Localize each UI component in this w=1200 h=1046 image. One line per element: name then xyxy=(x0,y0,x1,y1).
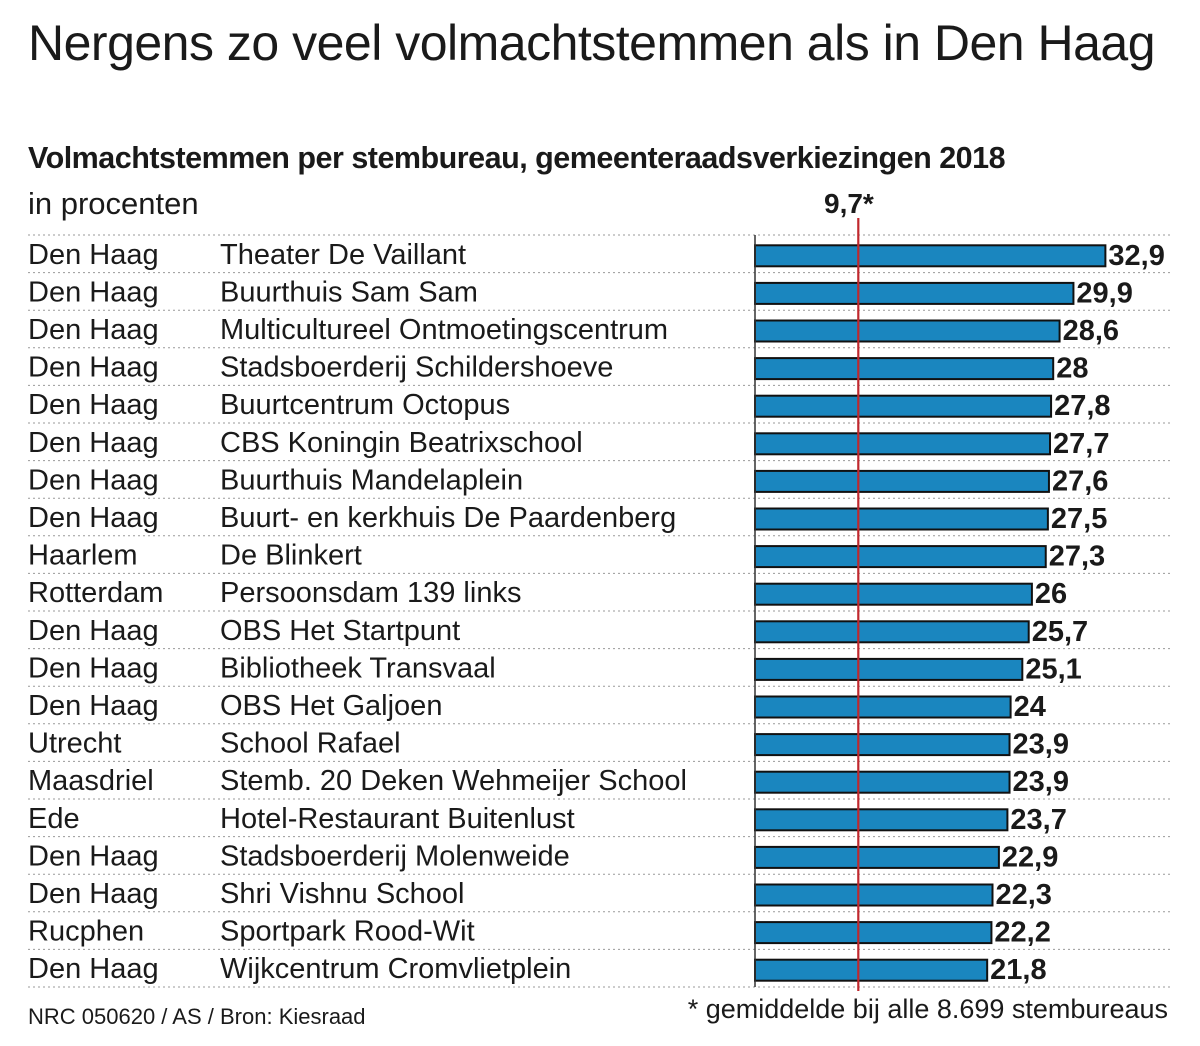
value-label: 29,9 xyxy=(1076,277,1132,309)
bar xyxy=(754,958,989,982)
city-label: Den Haag xyxy=(28,276,159,308)
value-label: 27,5 xyxy=(1051,503,1107,535)
value-label: 23,9 xyxy=(1013,729,1069,761)
city-label: Den Haag xyxy=(28,502,159,534)
bar xyxy=(754,281,1075,305)
value-label: 27,3 xyxy=(1049,541,1105,573)
location-label: CBS Koningin Beatrixschool xyxy=(220,427,583,459)
city-label: Den Haag xyxy=(28,314,159,346)
value-label: 23,9 xyxy=(1013,766,1069,798)
value-label: 28 xyxy=(1056,353,1088,385)
value-label: 27,7 xyxy=(1053,428,1109,460)
bar xyxy=(754,469,1050,493)
value-label: 22,3 xyxy=(995,879,1051,911)
footnote: * gemiddelde bij alle 8.699 stembureaus xyxy=(687,994,1168,1024)
location-label: School Rafael xyxy=(220,728,401,760)
city-label: Den Haag xyxy=(28,615,159,647)
location-label: Buurt- en kerkhuis De Paardenberg xyxy=(220,502,676,534)
city-label: Rucphen xyxy=(28,916,144,948)
city-label: Den Haag xyxy=(28,953,159,985)
location-label: Stadsboerderij Schildershoeve xyxy=(220,352,613,384)
location-label: Wijkcentrum Cromvlietplein xyxy=(220,953,571,985)
city-label: Den Haag xyxy=(28,389,159,421)
city-label: Rotterdam xyxy=(28,577,163,609)
location-label: Buurthuis Mandelaplein xyxy=(220,464,523,496)
bar xyxy=(754,733,1011,757)
bar xyxy=(754,845,1000,869)
city-label: Haarlem xyxy=(28,540,138,572)
city-label: Ede xyxy=(28,803,80,835)
city-label: Maasdriel xyxy=(28,765,154,797)
location-label: Sportpark Rood-Wit xyxy=(220,916,475,948)
value-label: 26 xyxy=(1035,578,1067,610)
value-label: 22,2 xyxy=(994,917,1050,949)
city-label: Den Haag xyxy=(28,352,159,384)
bar xyxy=(754,507,1049,531)
value-label: 27,8 xyxy=(1054,390,1110,422)
location-label: Persoonsdam 139 links xyxy=(220,577,521,609)
value-label: 25,1 xyxy=(1025,653,1081,685)
bar xyxy=(754,394,1053,418)
source-note: NRC 050620 / AS / Bron: Kiesraad xyxy=(28,1004,366,1029)
value-label: 27,6 xyxy=(1052,465,1108,497)
location-label: Stadsboerderij Molenweide xyxy=(220,840,570,872)
bar xyxy=(754,582,1033,606)
bar xyxy=(754,695,1012,719)
location-label: Shri Vishnu School xyxy=(220,878,465,910)
bar xyxy=(754,657,1024,681)
bar xyxy=(754,770,1011,794)
city-label: Den Haag xyxy=(28,239,159,271)
city-label: Den Haag xyxy=(28,878,159,910)
location-label: Theater De Vaillant xyxy=(220,239,466,271)
location-label: OBS Het Startpunt xyxy=(220,615,460,647)
city-label: Den Haag xyxy=(28,840,159,872)
value-label: 23,7 xyxy=(1010,804,1066,836)
bar xyxy=(754,244,1107,268)
city-label: Utrecht xyxy=(28,728,121,760)
chart-title: Nergens zo veel volmachtstemmen als in D… xyxy=(28,15,1156,71)
location-label: Stemb. 20 Deken Wehmeijer School xyxy=(220,765,687,797)
average-label: 9,7* xyxy=(824,188,874,219)
bar xyxy=(754,620,1030,644)
city-label: Den Haag xyxy=(28,690,159,722)
bar xyxy=(754,545,1047,569)
value-label: 25,7 xyxy=(1032,616,1088,648)
location-label: OBS Het Galjoen xyxy=(220,690,442,722)
location-label: Buurtcentrum Octopus xyxy=(220,389,510,421)
bar xyxy=(754,432,1052,456)
location-label: De Blinkert xyxy=(220,540,362,572)
bar xyxy=(754,808,1009,832)
bar xyxy=(754,319,1061,343)
bar xyxy=(754,883,994,907)
unit-label: in procenten xyxy=(28,186,199,221)
city-label: Den Haag xyxy=(28,652,159,684)
location-label: Hotel-Restaurant Buitenlust xyxy=(220,803,575,835)
value-label: 24 xyxy=(1014,691,1046,723)
bar xyxy=(754,357,1055,381)
city-label: Den Haag xyxy=(28,427,159,459)
location-label: Bibliotheek Transvaal xyxy=(220,652,496,684)
value-label: 22,9 xyxy=(1002,841,1058,873)
location-label: Buurthuis Sam Sam xyxy=(220,276,478,308)
value-label: 21,8 xyxy=(990,954,1046,986)
bar xyxy=(754,921,993,945)
city-label: Den Haag xyxy=(28,464,159,496)
chart-subtitle: Volmachtstemmen per stembureau, gemeente… xyxy=(28,141,1006,175)
location-label: Multicultureel Ontmoetingscentrum xyxy=(220,314,668,346)
value-label: 32,9 xyxy=(1108,240,1164,272)
value-label: 28,6 xyxy=(1063,315,1119,347)
